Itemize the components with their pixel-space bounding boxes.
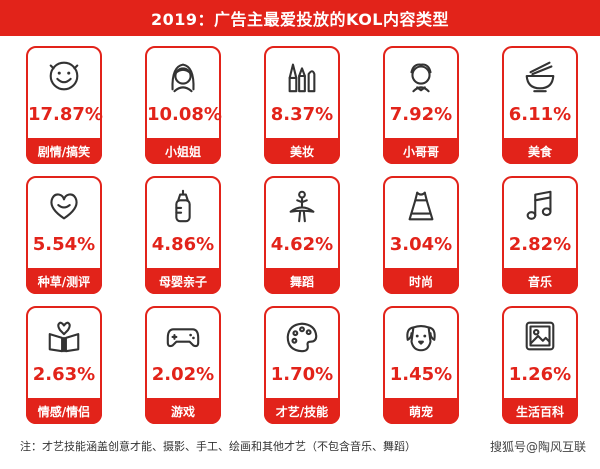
percent-value: 4.86%: [151, 234, 215, 255]
kol-type-card: 4.62% 舞蹈: [264, 176, 340, 294]
smiley-face-icon: [28, 56, 100, 96]
kol-type-card: 2.82% 音乐: [502, 176, 578, 294]
category-label: 小哥哥: [383, 138, 459, 164]
girl-icon: [147, 56, 219, 96]
category-label: 才艺/技能: [264, 398, 340, 424]
category-label: 萌宠: [383, 398, 459, 424]
kol-type-card: 1.45% 萌宠: [383, 306, 459, 424]
percent-value: 2.02%: [151, 364, 215, 385]
category-label: 时尚: [383, 268, 459, 294]
ballerina-icon: [266, 186, 338, 226]
kol-type-grid: 17.87% 剧情/搞笑 10.08% 小姐姐 8.37% 美妆 7.92% 小哥哥 6.11%…: [26, 46, 578, 426]
kol-type-card: 5.54% 种草/测评: [26, 176, 102, 294]
chart-title: 2019：广告主最爱投放的KOL内容类型: [150, 10, 449, 29]
dress-icon: [385, 186, 457, 226]
heart-icon: [28, 186, 100, 226]
category-label: 种草/测评: [26, 268, 102, 294]
kol-type-card: 10.08% 小姐姐: [145, 46, 222, 164]
kol-type-card: 4.86% 母婴亲子: [145, 176, 221, 294]
percent-value: 1.26%: [508, 364, 572, 385]
kol-type-card: 1.70% 才艺/技能: [264, 306, 340, 424]
percent-value: 8.37%: [270, 104, 334, 125]
percent-value: 17.87%: [28, 104, 103, 125]
percent-value: 6.11%: [508, 104, 572, 125]
percent-value: 4.62%: [270, 234, 334, 255]
kol-type-card: 8.37% 美妆: [264, 46, 340, 164]
watermark: 搜狐号@陶风互联: [489, 440, 586, 454]
category-label: 情感/情侣: [26, 398, 102, 424]
footnote: 注：才艺技能涵盖创意才能、摄影、手工、绘画和其他才艺（不包含音乐、舞蹈）: [20, 440, 416, 453]
baby-bottle-icon: [147, 186, 219, 226]
palette-icon: [266, 316, 338, 356]
category-label: 舞蹈: [264, 268, 340, 294]
music-note-icon: [504, 186, 576, 226]
kol-type-card: 2.02% 游戏: [145, 306, 221, 424]
kol-type-card: 3.04% 时尚: [383, 176, 459, 294]
boy-icon: [385, 56, 457, 96]
category-label: 剧情/搞笑: [26, 138, 102, 164]
gamepad-icon: [147, 316, 219, 356]
category-label: 美食: [502, 138, 578, 164]
category-label: 小姐姐: [145, 138, 221, 164]
picture-icon: [504, 316, 576, 356]
kol-type-card: 7.92% 小哥哥: [383, 46, 459, 164]
percent-value: 1.45%: [389, 364, 453, 385]
kol-type-card: 17.87% 剧情/搞笑: [26, 46, 103, 164]
bowl-icon: [504, 56, 576, 96]
kol-type-card: 6.11% 美食: [502, 46, 578, 164]
couple-icon: [28, 316, 100, 356]
category-label: 美妆: [264, 138, 340, 164]
title-bar: 2019：广告主最爱投放的KOL内容类型: [0, 0, 600, 36]
percent-value: 10.08%: [147, 104, 222, 125]
percent-value: 3.04%: [389, 234, 453, 255]
dog-icon: [385, 316, 457, 356]
percent-value: 1.70%: [270, 364, 334, 385]
category-label: 游戏: [145, 398, 221, 424]
makeup-icon: [266, 56, 338, 96]
category-label: 生活百科: [502, 398, 578, 424]
percent-value: 7.92%: [389, 104, 453, 125]
category-label: 音乐: [502, 268, 578, 294]
percent-value: 2.82%: [508, 234, 572, 255]
kol-type-card: 2.63% 情感/情侣: [26, 306, 102, 424]
kol-type-card: 1.26% 生活百科: [502, 306, 578, 424]
percent-value: 2.63%: [32, 364, 96, 385]
category-label: 母婴亲子: [145, 268, 221, 294]
percent-value: 5.54%: [32, 234, 96, 255]
